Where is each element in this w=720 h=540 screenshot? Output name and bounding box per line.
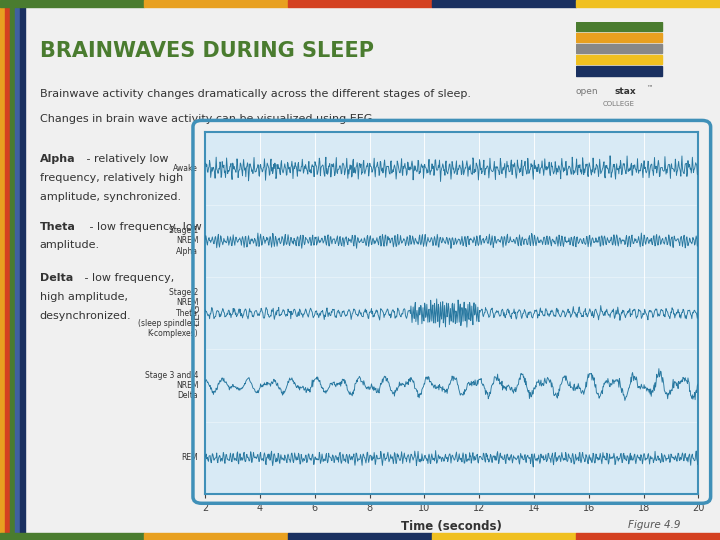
Bar	[576, 33, 662, 42]
Text: Delta: Delta	[40, 273, 73, 283]
Text: Figure 4.9: Figure 4.9	[628, 520, 680, 530]
Text: Theta: Theta	[40, 221, 76, 232]
Text: open: open	[576, 87, 598, 96]
Text: high amplitude,: high amplitude,	[40, 292, 127, 302]
Text: Awake: Awake	[174, 164, 198, 173]
Y-axis label: EEG: EEG	[191, 302, 201, 325]
Text: Changes in brain wave activity can be visualized using EEG.: Changes in brain wave activity can be vi…	[40, 113, 376, 124]
Text: - low frequency, low: - low frequency, low	[86, 221, 202, 232]
Text: COLLEGE: COLLEGE	[603, 101, 634, 107]
Text: frequency, relatively high: frequency, relatively high	[40, 173, 183, 183]
Text: REM: REM	[181, 454, 198, 462]
Text: amplitude.: amplitude.	[40, 240, 100, 251]
Text: - low frequency,: - low frequency,	[81, 273, 174, 283]
Text: - relatively low: - relatively low	[83, 154, 168, 164]
Bar	[576, 66, 662, 76]
Text: stax: stax	[614, 87, 636, 96]
Text: desynchronized.: desynchronized.	[40, 310, 131, 321]
Text: Stage 3 and 4
NREM
Delta: Stage 3 and 4 NREM Delta	[145, 370, 198, 401]
Text: Alpha: Alpha	[40, 154, 75, 164]
Bar	[576, 55, 662, 64]
Text: ™: ™	[647, 85, 652, 91]
Text: amplitude, synchronized.: amplitude, synchronized.	[40, 192, 181, 202]
Bar	[576, 22, 662, 31]
Text: BRAINWAVES DURING SLEEP: BRAINWAVES DURING SLEEP	[40, 40, 374, 60]
Text: Stage 1
NREM
Alpha: Stage 1 NREM Alpha	[169, 226, 198, 256]
Bar	[576, 44, 662, 53]
Text: Stage 2
NREM
Theta
(sleep spindles;
K-complexes): Stage 2 NREM Theta (sleep spindles; K-co…	[138, 288, 198, 339]
Text: Brainwave activity changes dramatically across the different stages of sleep.: Brainwave activity changes dramatically …	[40, 89, 471, 99]
X-axis label: Time (seconds): Time (seconds)	[401, 520, 503, 533]
